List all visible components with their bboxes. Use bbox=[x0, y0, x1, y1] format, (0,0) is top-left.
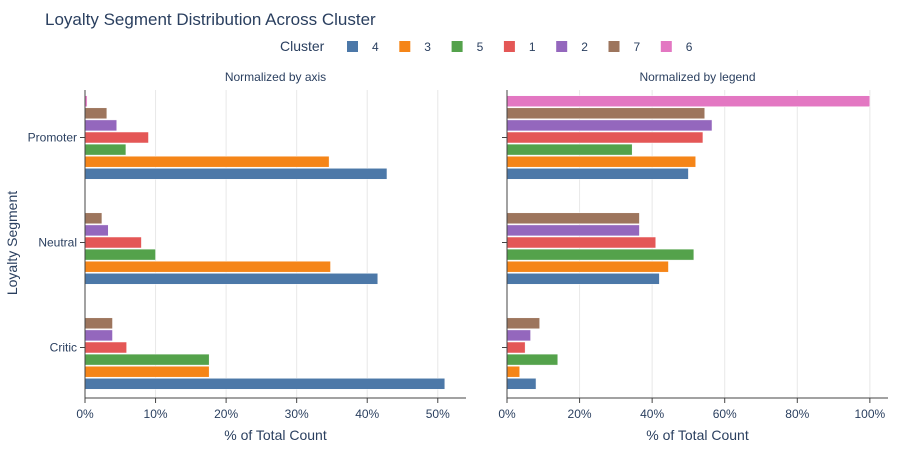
bar-cluster-4-neutral[interactable] bbox=[506, 273, 660, 285]
legend-item-3[interactable]: 3 bbox=[399, 40, 431, 54]
x-tick-label: 50% bbox=[426, 407, 450, 421]
bar-cluster-4-promoter[interactable] bbox=[506, 168, 689, 180]
legend-item-4[interactable]: 4 bbox=[347, 40, 379, 54]
legend-label-6: 6 bbox=[686, 40, 693, 54]
bar-cluster-2-neutral[interactable] bbox=[84, 224, 109, 237]
legend-label-7: 7 bbox=[634, 40, 641, 54]
x-tick-label: 10% bbox=[144, 407, 168, 421]
bar-cluster-4-critic[interactable] bbox=[506, 378, 537, 390]
legend-swatch-6 bbox=[660, 41, 672, 52]
x-tick-label: 40% bbox=[640, 407, 664, 421]
y-tick-label: Promoter bbox=[28, 131, 77, 145]
legend: Cluster 4 3 5 1 2 7 6 bbox=[280, 38, 693, 54]
x-tick-label: 0% bbox=[498, 407, 516, 421]
y-axis-title: Loyalty Segment bbox=[4, 191, 20, 295]
bar-cluster-3-promoter[interactable] bbox=[506, 155, 696, 168]
legend-label-3: 3 bbox=[424, 40, 431, 54]
bar-cluster-5-critic[interactable] bbox=[506, 353, 559, 366]
legend-swatch-4 bbox=[347, 41, 358, 52]
y-tick-label: Critic bbox=[50, 341, 77, 355]
legend-label-4: 4 bbox=[372, 40, 379, 54]
legend-item-6[interactable]: 6 bbox=[660, 40, 693, 54]
x-tick-label: 60% bbox=[713, 407, 737, 421]
legend-swatch-2 bbox=[556, 41, 568, 52]
bar-cluster-1-neutral[interactable] bbox=[84, 236, 142, 249]
legend-label-2: 2 bbox=[581, 40, 588, 54]
x-tick-label: 20% bbox=[214, 407, 238, 421]
x-tick-label: 20% bbox=[568, 407, 592, 421]
bar-cluster-3-promoter[interactable] bbox=[84, 155, 330, 168]
bar-cluster-7-neutral[interactable] bbox=[84, 212, 103, 225]
legend-swatch-1 bbox=[503, 41, 515, 52]
bar-cluster-2-neutral[interactable] bbox=[506, 224, 640, 237]
panel-1: Normalized by axis Promoter Neutral Critic 0… bbox=[28, 70, 466, 443]
bar-cluster-7-promoter[interactable] bbox=[84, 107, 108, 120]
x-tick-label: 40% bbox=[355, 407, 379, 421]
bar-cluster-7-critic[interactable] bbox=[506, 317, 540, 330]
chart-title: Loyalty Segment Distribution Across Clus… bbox=[45, 10, 376, 29]
x-axis-title: % of Total Count bbox=[224, 427, 327, 443]
bar-cluster-7-neutral[interactable] bbox=[506, 212, 640, 225]
bar-cluster-7-critic[interactable] bbox=[84, 317, 113, 330]
x-tick-label: 0% bbox=[76, 407, 94, 421]
x-tick-label: 100% bbox=[855, 407, 886, 421]
bar-cluster-1-promoter[interactable] bbox=[84, 131, 149, 144]
bar-cluster-5-promoter[interactable] bbox=[84, 143, 127, 156]
x-axis-title: % of Total Count bbox=[646, 427, 749, 443]
bar-cluster-4-promoter[interactable] bbox=[84, 168, 388, 180]
legend-label-1: 1 bbox=[529, 40, 536, 54]
panel-2: Normalized by legend 0% 20% 40% 60% 80% 100% % … bbox=[498, 70, 888, 443]
bar-cluster-1-promoter[interactable] bbox=[506, 131, 704, 144]
bar-cluster-6-promoter[interactable] bbox=[506, 95, 871, 107]
legend-swatch-3 bbox=[399, 41, 411, 52]
bar-cluster-1-critic[interactable] bbox=[84, 341, 127, 354]
legend-swatch-5 bbox=[451, 41, 463, 52]
panels: Normalized by axis Promoter Neutral Critic 0… bbox=[28, 70, 888, 443]
panel-title: Normalized by axis bbox=[225, 70, 326, 84]
x-tick-label: 80% bbox=[785, 407, 809, 421]
bar-cluster-3-critic[interactable] bbox=[506, 365, 520, 378]
bar-cluster-5-critic[interactable] bbox=[84, 353, 210, 366]
bar-cluster-5-neutral[interactable] bbox=[84, 248, 156, 261]
legend-swatch-7 bbox=[608, 41, 620, 52]
bar-cluster-5-promoter[interactable] bbox=[506, 143, 633, 156]
legend-item-2[interactable]: 2 bbox=[556, 40, 588, 54]
bar-cluster-1-neutral[interactable] bbox=[506, 236, 657, 249]
bar-cluster-1-critic[interactable] bbox=[506, 341, 526, 354]
bar-cluster-3-critic[interactable] bbox=[84, 365, 210, 378]
bar-cluster-3-neutral[interactable] bbox=[506, 260, 669, 273]
bar-cluster-2-critic[interactable] bbox=[506, 329, 531, 342]
legend-item-7[interactable]: 7 bbox=[608, 40, 641, 54]
bar-cluster-4-neutral[interactable] bbox=[84, 273, 379, 285]
bar-cluster-4-critic[interactable] bbox=[84, 378, 446, 390]
bar-cluster-7-promoter[interactable] bbox=[506, 107, 706, 120]
bar-cluster-2-critic[interactable] bbox=[84, 329, 113, 342]
bar-cluster-3-neutral[interactable] bbox=[84, 260, 331, 273]
y-tick-label: Neutral bbox=[38, 236, 77, 250]
bar-cluster-2-promoter[interactable] bbox=[506, 119, 713, 132]
x-tick-label: 30% bbox=[285, 407, 309, 421]
legend-label-5: 5 bbox=[477, 40, 484, 54]
legend-title: Cluster bbox=[280, 38, 325, 54]
bar-cluster-2-promoter[interactable] bbox=[84, 119, 117, 132]
bar-cluster-5-neutral[interactable] bbox=[506, 248, 695, 261]
legend-item-1[interactable]: 1 bbox=[503, 40, 536, 54]
panel-title: Normalized by legend bbox=[639, 70, 755, 84]
legend-item-5[interactable]: 5 bbox=[451, 40, 484, 54]
